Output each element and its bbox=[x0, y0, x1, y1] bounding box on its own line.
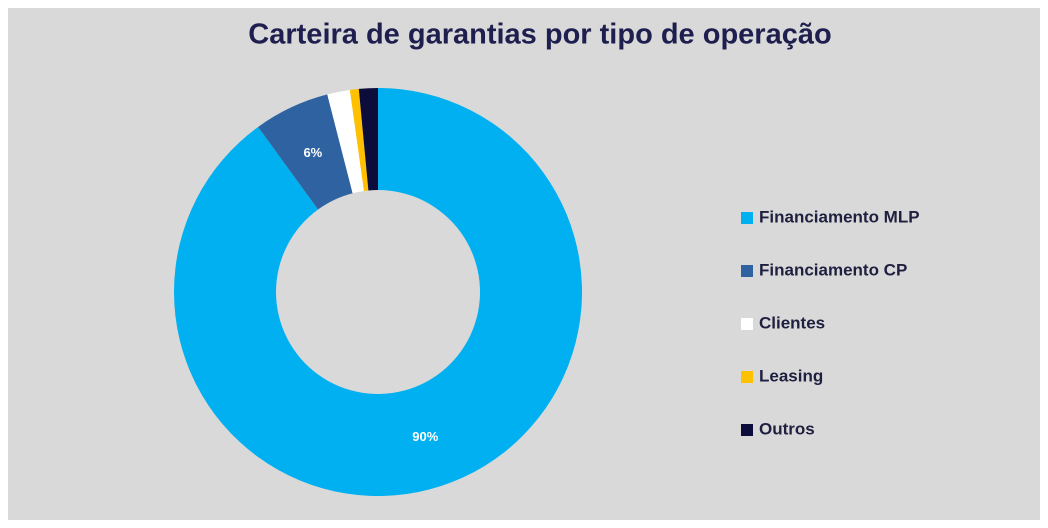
data-label: 6% bbox=[303, 145, 322, 160]
donut-slice bbox=[358, 88, 378, 191]
chart-title: Carteira de garantias por tipo de operaç… bbox=[248, 19, 831, 51]
legend-swatch bbox=[741, 265, 753, 277]
legend-label: Clientes bbox=[759, 313, 825, 332]
legend-swatch bbox=[741, 424, 753, 436]
donut-slice bbox=[174, 88, 583, 496]
data-label: 90% bbox=[412, 429, 438, 444]
legend-swatch bbox=[741, 371, 753, 383]
legend-label: Financiamento MLP bbox=[759, 207, 920, 226]
donut-slice bbox=[349, 88, 369, 191]
donut-slice bbox=[258, 94, 353, 210]
legend-label: Leasing bbox=[759, 366, 823, 385]
donut-slice bbox=[327, 89, 364, 194]
legend-swatch bbox=[741, 212, 753, 224]
legend-swatch bbox=[741, 318, 753, 330]
legend-label: Financiamento CP bbox=[759, 260, 907, 279]
legend-label: Outros bbox=[759, 419, 815, 438]
